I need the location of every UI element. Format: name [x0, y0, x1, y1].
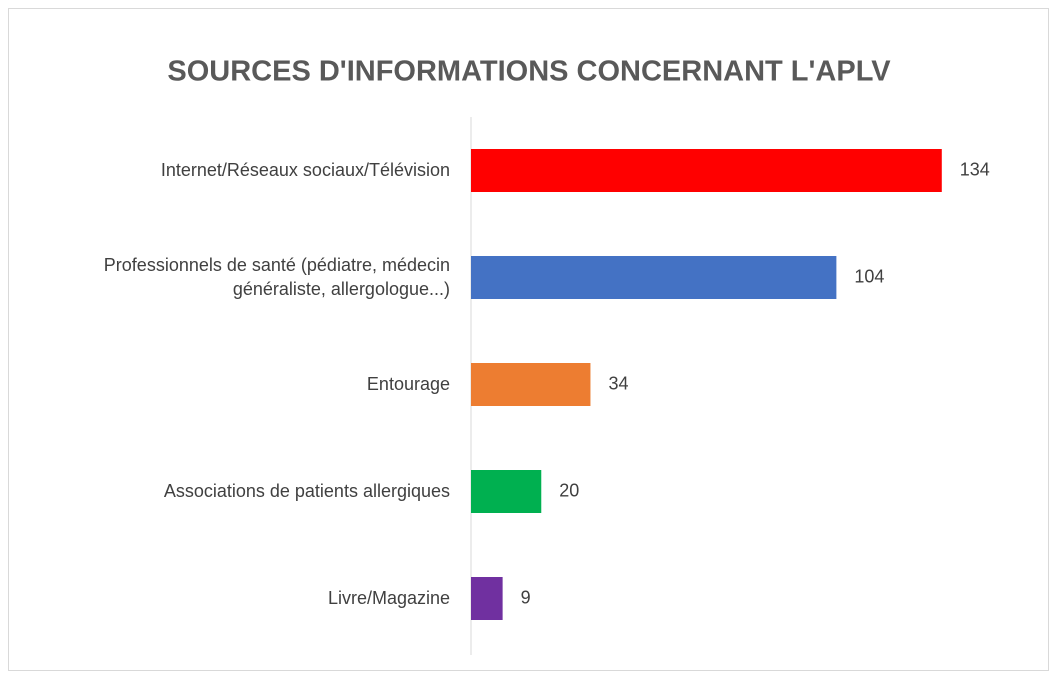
bar — [471, 470, 542, 513]
data-label: 34 — [608, 373, 628, 393]
category-label: Internet/Réseaux sociaux/Télévision — [160, 159, 450, 180]
data-label: 9 — [521, 587, 531, 607]
data-label: 20 — [559, 480, 579, 500]
chart-title: SOURCES D'INFORMATIONS CONCERNANT L'APLV — [167, 56, 891, 88]
category-label: Professionnels de santé (pédiatre, médec… — [103, 255, 450, 299]
bar — [471, 256, 837, 299]
bar — [471, 149, 942, 192]
bar — [471, 363, 591, 406]
data-label: 134 — [960, 159, 990, 179]
category-label: Associations de patients allergiques — [163, 480, 450, 501]
category-label: Livre/Magazine — [327, 587, 450, 608]
chart-frame — [8, 8, 1049, 671]
bar — [471, 577, 503, 620]
data-label: 104 — [854, 266, 884, 286]
category-label: Entourage — [366, 373, 450, 394]
